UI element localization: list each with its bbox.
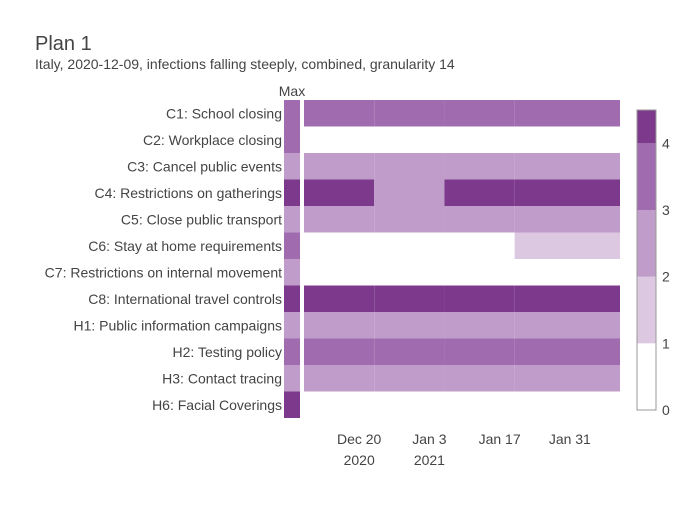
max-cell	[284, 126, 300, 153]
heatmap-cell	[514, 153, 620, 180]
colorbar-tick-label: 3	[662, 202, 670, 218]
heatmap-cell	[444, 365, 515, 392]
row-label: C4: Restrictions on gatherings	[94, 185, 282, 201]
heatmap-cell	[304, 153, 375, 180]
heatmap-cell	[444, 100, 515, 127]
row-label: H3: Contact tracing	[162, 370, 282, 386]
x-tick-label: Dec 20	[337, 431, 382, 447]
heatmap-cell	[304, 285, 375, 312]
heatmap-cell	[514, 179, 620, 206]
heatmap-cell	[304, 312, 375, 339]
heatmap-cell	[374, 206, 445, 233]
max-cell	[284, 312, 300, 339]
heatmap-cell	[374, 259, 445, 286]
max-cell	[284, 100, 300, 127]
heatmap-cell	[374, 232, 445, 259]
row-label: C1: School closing	[166, 105, 282, 121]
colorbar-band	[637, 276, 656, 344]
heatmap-cell	[514, 365, 620, 392]
row-label: H1: Public information campaigns	[73, 317, 282, 333]
colorbar-band	[637, 143, 656, 210]
colorbar-tick-label: 0	[662, 402, 670, 418]
heatmap-cell	[304, 206, 375, 233]
heatmap-cell	[444, 312, 515, 339]
row-label: H2: Testing policy	[173, 344, 282, 360]
row-label: C3: Cancel public events	[127, 158, 282, 174]
max-cell	[284, 365, 300, 392]
heatmap-cell	[444, 391, 515, 418]
heatmap-cell	[304, 179, 375, 206]
heatmap-cell	[444, 259, 515, 286]
heatmap-cell	[514, 338, 620, 365]
heatmap-cells	[304, 100, 620, 418]
colorbar-tick-label: 1	[662, 335, 670, 351]
heatmap-cell	[514, 206, 620, 233]
max-cell	[284, 179, 300, 206]
max-cell	[284, 259, 300, 286]
heatmap-cell	[514, 312, 620, 339]
max-cell	[284, 338, 300, 365]
colorbar-band	[637, 110, 656, 144]
x-axis-labels: Dec 20 2020 Jan 3 2021 Jan 17 Jan 31	[337, 431, 591, 468]
chart-title: Plan 1	[35, 33, 92, 55]
colorbar-outline	[636, 109, 657, 411]
max-cell	[284, 206, 300, 233]
colorbar-tick-label: 4	[662, 135, 670, 151]
x-tick-year-label: 2020	[344, 452, 375, 468]
heatmap-cell	[514, 259, 620, 286]
x-tick-label: Jan 31	[549, 431, 591, 447]
max-column	[284, 100, 300, 418]
heatmap-cell	[374, 179, 445, 206]
heatmap-cell	[444, 232, 515, 259]
heatmap-cell	[444, 126, 515, 153]
heatmap-cell	[514, 232, 620, 259]
x-tick-label: Jan 17	[479, 431, 521, 447]
heatmap-cell	[374, 391, 445, 418]
heatmap-cell	[514, 100, 620, 127]
heatmap-cell	[374, 365, 445, 392]
heatmap-cell	[444, 153, 515, 180]
row-label: C5: Close public transport	[121, 211, 282, 227]
heatmap-cell	[374, 153, 445, 180]
max-cell	[284, 232, 300, 259]
heatmap-cell	[444, 285, 515, 312]
max-cell	[284, 285, 300, 312]
heatmap-cell	[444, 206, 515, 233]
heatmap-cell	[374, 312, 445, 339]
heatmap-cell	[514, 126, 620, 153]
heatmap-cell	[374, 285, 445, 312]
heatmap-cell	[304, 391, 375, 418]
heatmap-cell	[374, 126, 445, 153]
max-cell	[284, 153, 300, 180]
x-tick-year-label: 2021	[414, 452, 445, 468]
heatmap-cell	[444, 179, 515, 206]
max-cell	[284, 391, 300, 418]
heatmap-cell	[374, 338, 445, 365]
heatmap-cell	[304, 259, 375, 286]
colorbar: 0 1 2 3 4	[636, 109, 670, 418]
heatmap-cell	[304, 338, 375, 365]
x-tick-label: Jan 3	[412, 431, 446, 447]
row-label: C6: Stay at home requirements	[88, 238, 282, 254]
row-label: C7: Restrictions on internal movement	[45, 264, 282, 280]
heatmap-cell	[304, 232, 375, 259]
max-column-label: Max	[279, 83, 305, 99]
heatmap-cell	[304, 126, 375, 153]
colorbar-band	[637, 343, 656, 410]
row-label: H6: Facial Coverings	[152, 397, 282, 413]
colorbar-tick-label: 2	[662, 269, 670, 285]
heatmap-cell	[304, 100, 375, 127]
chart-subtitle: Italy, 2020-12-09, infections falling st…	[35, 56, 455, 72]
heatmap-cell	[514, 285, 620, 312]
heatmap-cell	[304, 365, 375, 392]
colorbar-band	[637, 210, 656, 277]
row-label: C8: International travel controls	[88, 291, 282, 307]
row-label: C2: Workplace closing	[143, 132, 282, 148]
y-axis-labels: C1: School closing C2: Workplace closing C…	[45, 105, 282, 413]
heatmap-cell	[374, 100, 445, 127]
heatmap-cell	[444, 338, 515, 365]
heatmap-cell	[514, 391, 620, 418]
